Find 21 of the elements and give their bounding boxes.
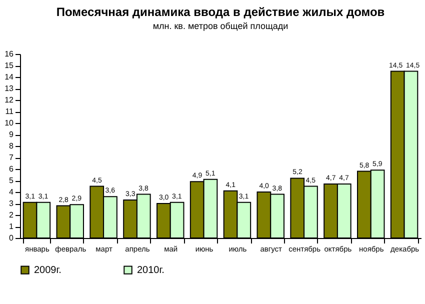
y-tick-label: 16 — [4, 50, 14, 58]
y-tick-label: 4 — [9, 188, 14, 196]
y-tick-label: 1 — [9, 222, 14, 231]
legend-label: 2010г. — [137, 265, 164, 276]
chart-subtitle: млн. кв. метров общей площади — [152, 21, 288, 31]
y-tick-label: 15 — [4, 61, 14, 70]
y-tick-label: 3 — [9, 199, 14, 208]
y-tick-label: 7 — [9, 153, 14, 162]
y-tick-label: 8 — [9, 142, 14, 150]
y-tick-label: 6 — [9, 164, 14, 174]
legend-label: 2009г. — [34, 265, 62, 276]
y-tick-label: 9 — [9, 130, 14, 139]
y-tick-label: 2 — [9, 210, 14, 220]
y-tick-label: 12 — [4, 96, 14, 104]
y-tick-label: 13 — [4, 84, 14, 93]
y-tick-label: 14 — [4, 72, 14, 82]
y-tick-label: 10 — [4, 118, 14, 128]
y-tick-label: 11 — [5, 107, 14, 116]
y-tick-label: 0 — [9, 234, 14, 242]
y-tick-label: 5 — [9, 176, 14, 185]
chart-title: Помесячная динамика ввода в действие жилых домов — [56, 5, 385, 19]
